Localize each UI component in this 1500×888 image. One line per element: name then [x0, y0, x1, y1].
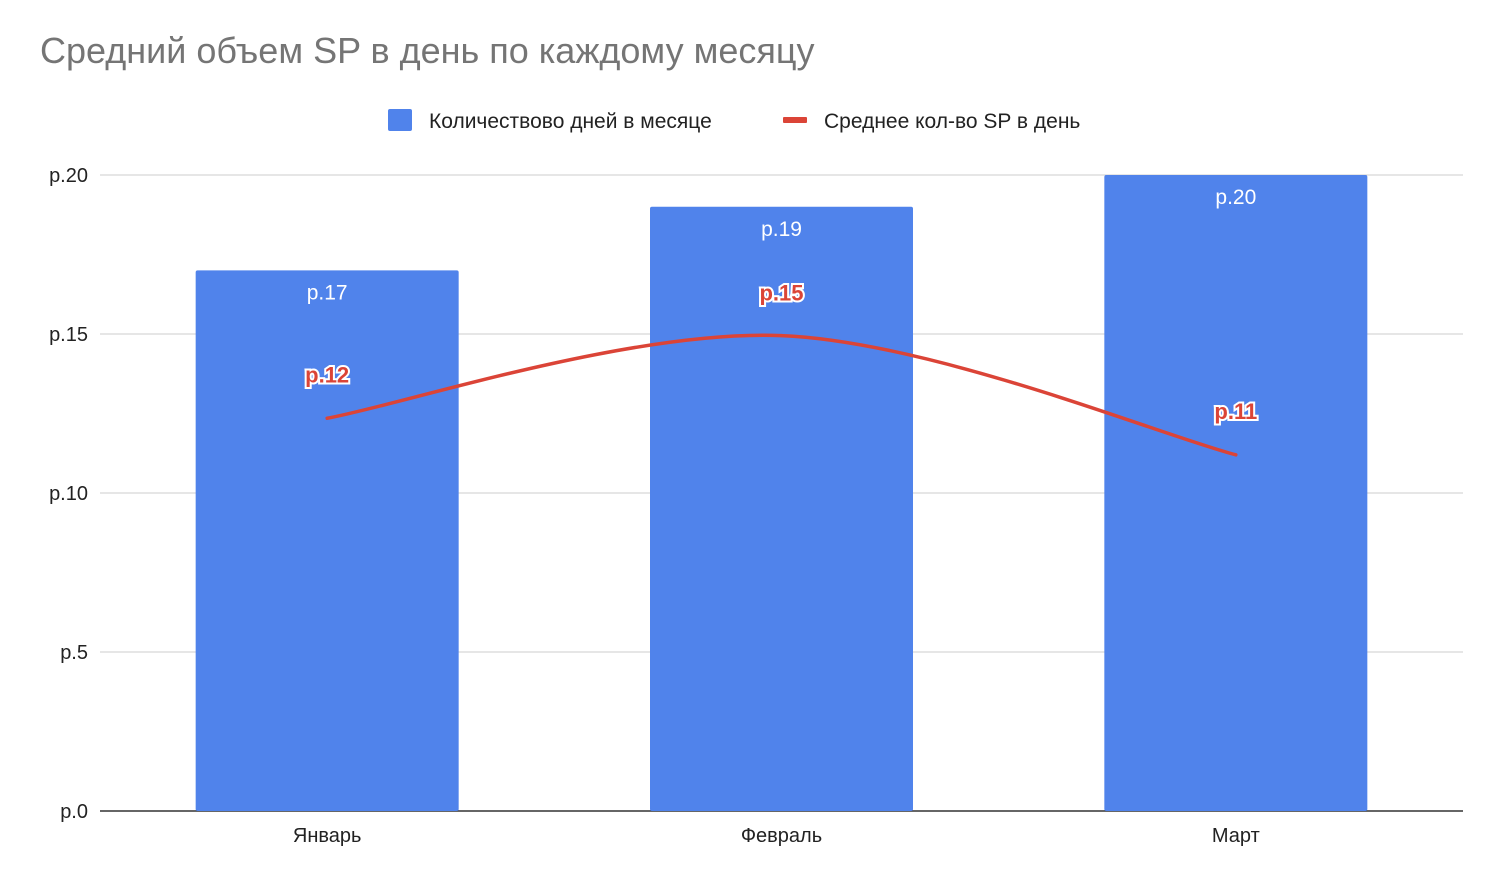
legend-label: Количествово дней в месяце — [429, 110, 712, 133]
y-tick-label: р.0 — [60, 801, 88, 823]
line-series-avg-sp — [325, 333, 1238, 457]
bar-data-label: р.20 — [1215, 186, 1256, 209]
bar-data-label: р.19 — [761, 218, 802, 241]
x-tick-label: Февраль — [741, 825, 822, 847]
line-data-label: р.15 — [759, 281, 803, 306]
bar-1 — [195, 270, 459, 811]
line-data-label: р.12 — [305, 362, 349, 387]
y-tick-label: р.20 — [49, 165, 88, 187]
x-tick-label: Январь — [293, 825, 362, 847]
bar-2 — [650, 206, 913, 812]
y-tick-label: р.5 — [60, 642, 88, 664]
legend-label: Среднее кол-во SP в день — [824, 110, 1080, 133]
y-tick-label: р.15 — [49, 324, 88, 346]
legend-swatch-line — [783, 117, 807, 123]
x-tick-label: Март — [1212, 825, 1260, 847]
bar-3 — [1104, 175, 1368, 811]
legend-swatch-bar — [388, 109, 412, 131]
y-tick-label: р.10 — [49, 483, 88, 505]
line-data-label: р.11 — [1214, 399, 1257, 424]
bar-data-label: р.17 — [307, 281, 348, 304]
chart-title: Средний объем SP в день по каждому месяц… — [40, 30, 815, 71]
